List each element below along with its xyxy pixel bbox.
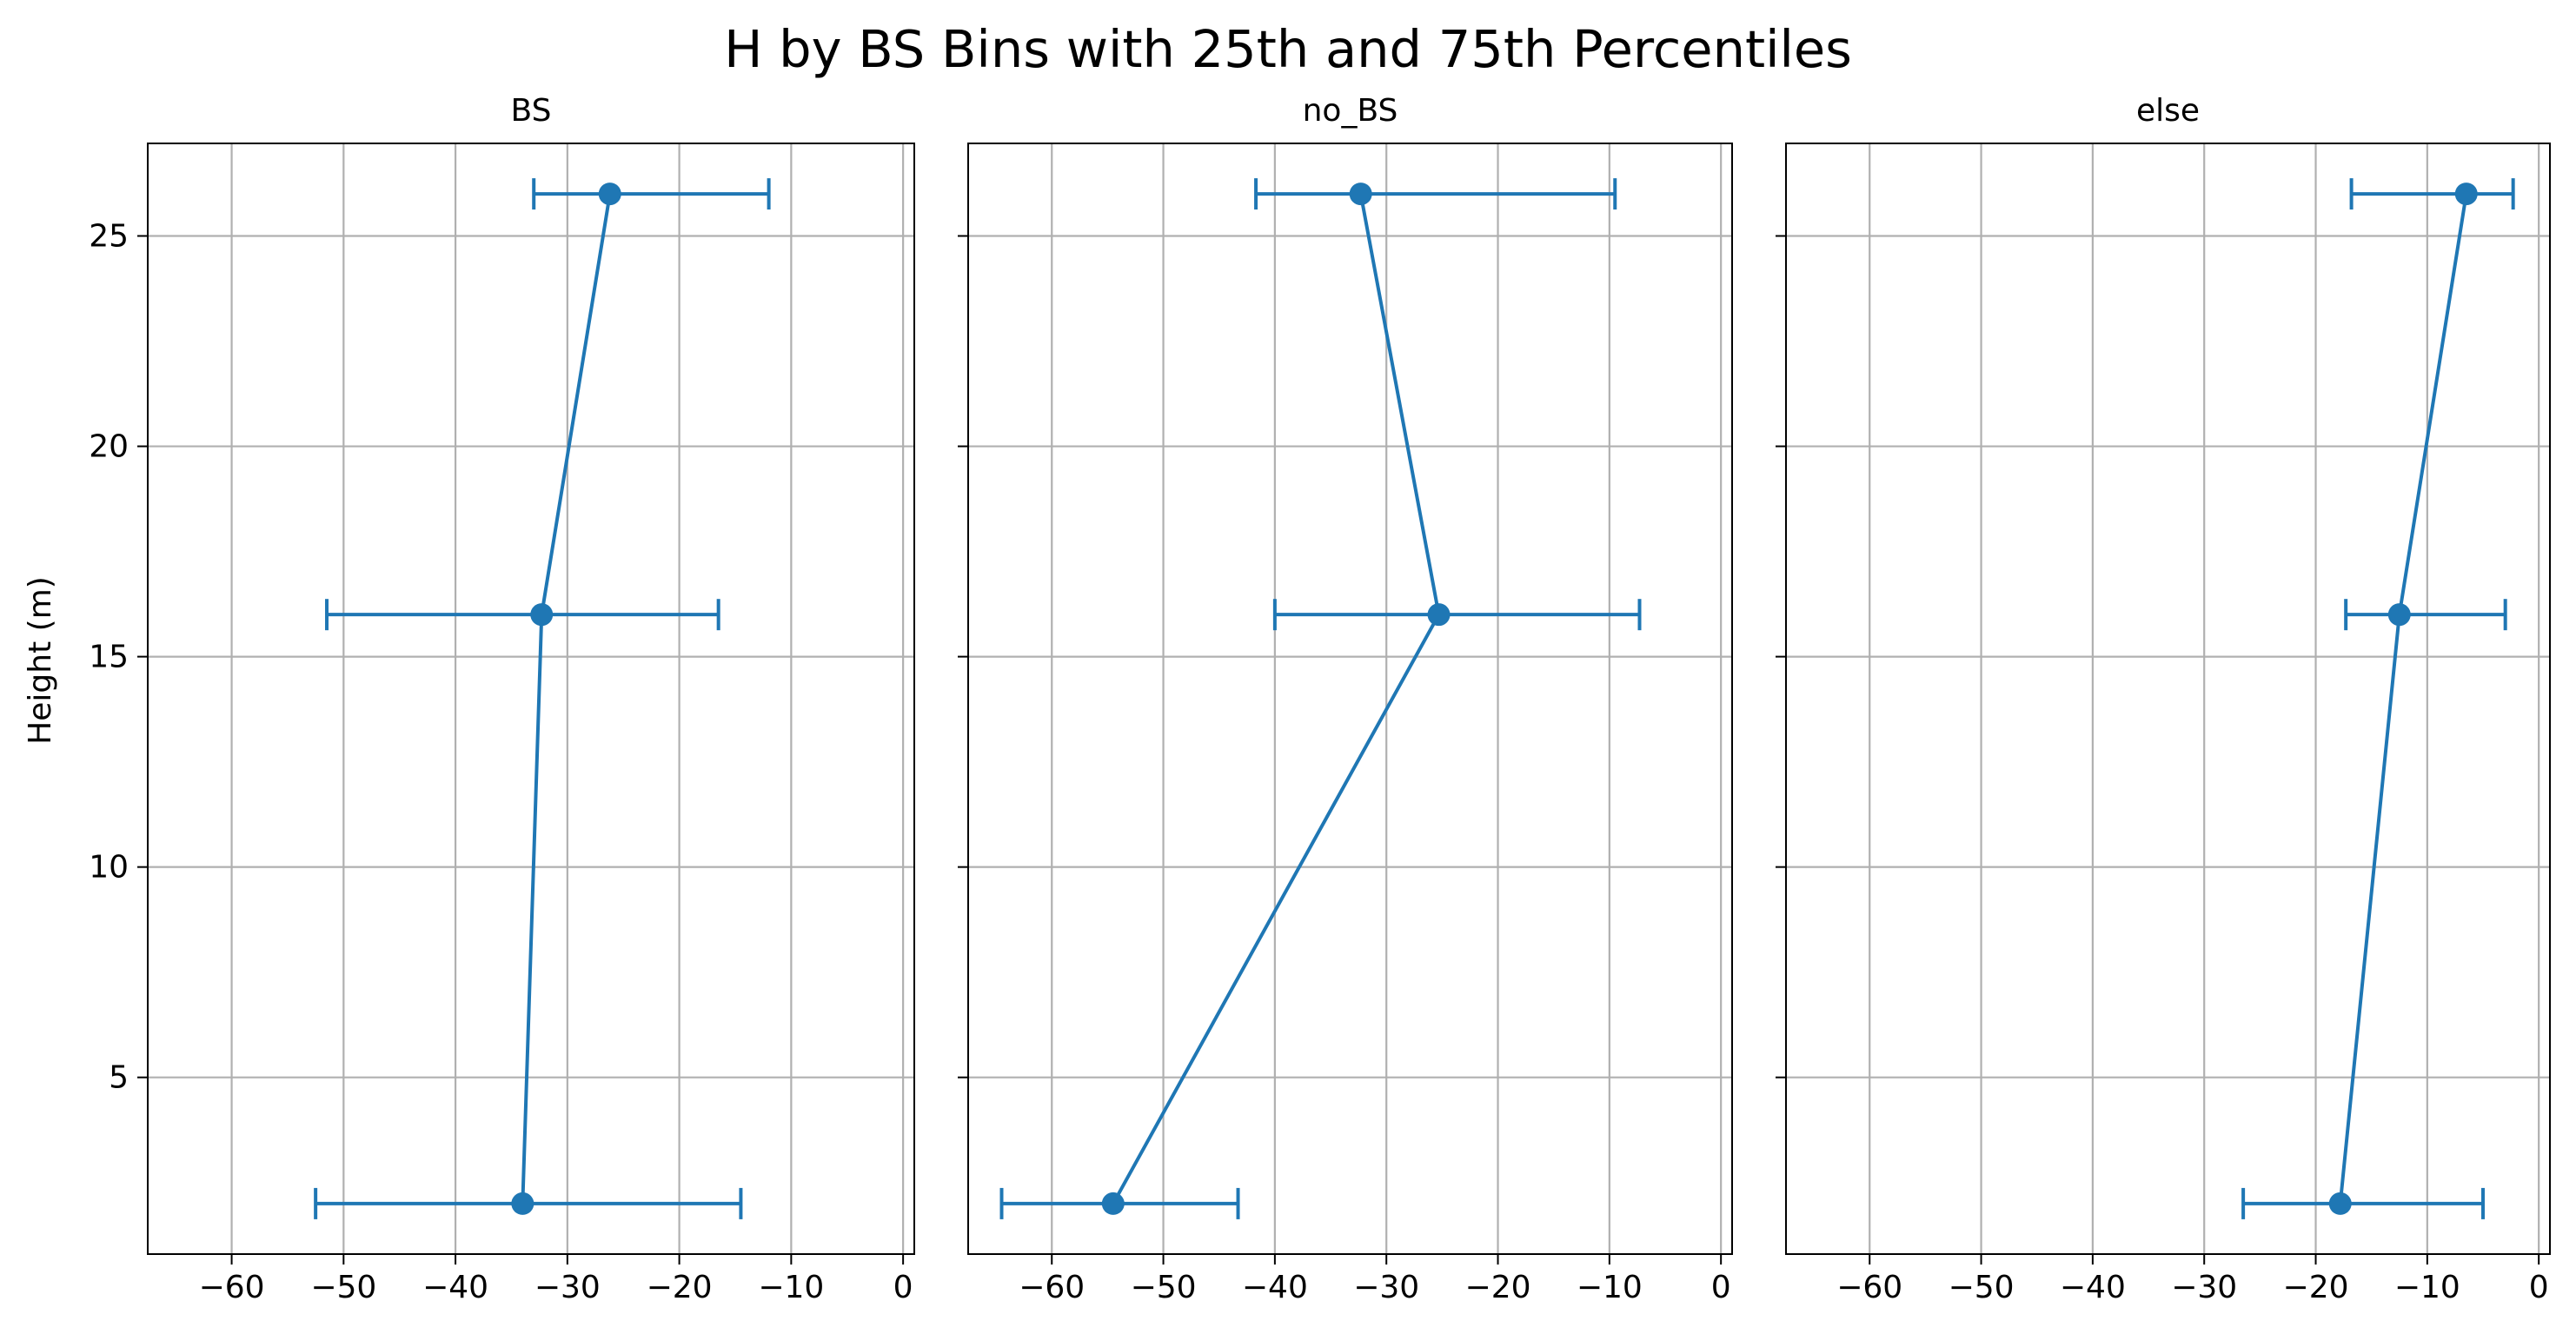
x-tick-label: −50 [310, 1270, 376, 1305]
x-tick-label: −30 [2171, 1270, 2237, 1305]
x-tick-label: −50 [1949, 1270, 2015, 1305]
data-point [1427, 603, 1451, 627]
data-point [530, 603, 554, 627]
figure-title: H by BS Bins with 25th and 75th Percenti… [724, 19, 1852, 79]
x-tick-label: −60 [199, 1270, 265, 1305]
x-tick-label: 0 [2529, 1270, 2549, 1305]
x-tick-label: −40 [1242, 1270, 1308, 1305]
data-point [1101, 1192, 1125, 1215]
subplot-title: else [2136, 93, 2200, 129]
x-tick-label: −30 [1353, 1270, 1419, 1305]
x-tick-label: −60 [1836, 1270, 1902, 1305]
axes-frame [967, 143, 1733, 1255]
x-tick-label: −10 [758, 1270, 824, 1305]
error-bar [1254, 178, 1617, 210]
subplot-no-BS: −60 −50 −40 −30 −20 −10 0 no_BS [958, 93, 1733, 1305]
data-point [2454, 183, 2478, 206]
data-point [2387, 603, 2411, 627]
data-point [2328, 1192, 2352, 1215]
series-line [1112, 193, 1441, 1205]
x-tick-label: −50 [1131, 1270, 1197, 1305]
error-bar [1272, 599, 1642, 631]
series-line [2338, 193, 2468, 1205]
x-tick-label: −20 [1465, 1270, 1531, 1305]
error-bar [2349, 178, 2515, 210]
x-tick-label: −40 [2060, 1270, 2126, 1305]
y-tick-label: 10 [89, 850, 129, 886]
x-tick-label: 0 [893, 1270, 913, 1305]
error-bar [2241, 1187, 2486, 1219]
error-bar [532, 178, 771, 210]
x-tick-label: −60 [1019, 1270, 1085, 1305]
axes-frame [1785, 143, 2551, 1255]
x-tick-label: −20 [2283, 1270, 2349, 1305]
subplot-else: −60 −50 −40 −30 −20 −10 0 else [1776, 93, 2551, 1305]
error-bar [325, 599, 720, 631]
x-tick-label: −20 [647, 1270, 713, 1305]
series-line [521, 193, 612, 1204]
y-tick-label: 20 [89, 429, 129, 465]
axes-frame [147, 143, 915, 1255]
x-tick-label: −10 [2394, 1270, 2460, 1305]
subplot-BS: −60 −50 −40 −30 −20 −10 0 5 10 15 20 25 BS [89, 93, 915, 1305]
x-tick-label: −40 [422, 1270, 488, 1305]
subplot-title: BS [511, 93, 552, 129]
error-bar [2344, 599, 2507, 631]
y-axis-label: Height (m) [23, 576, 58, 745]
x-tick-label: −30 [534, 1270, 601, 1305]
y-tick-label: 5 [109, 1060, 129, 1096]
x-tick-label: 0 [1711, 1270, 1731, 1305]
y-tick-label: 15 [89, 640, 129, 675]
data-point [598, 183, 621, 206]
x-tick-label: −10 [1577, 1270, 1643, 1305]
subplot-title: no_BS [1303, 93, 1398, 129]
data-point [1349, 183, 1372, 206]
data-point [511, 1192, 534, 1215]
y-tick-label: 25 [89, 219, 129, 255]
